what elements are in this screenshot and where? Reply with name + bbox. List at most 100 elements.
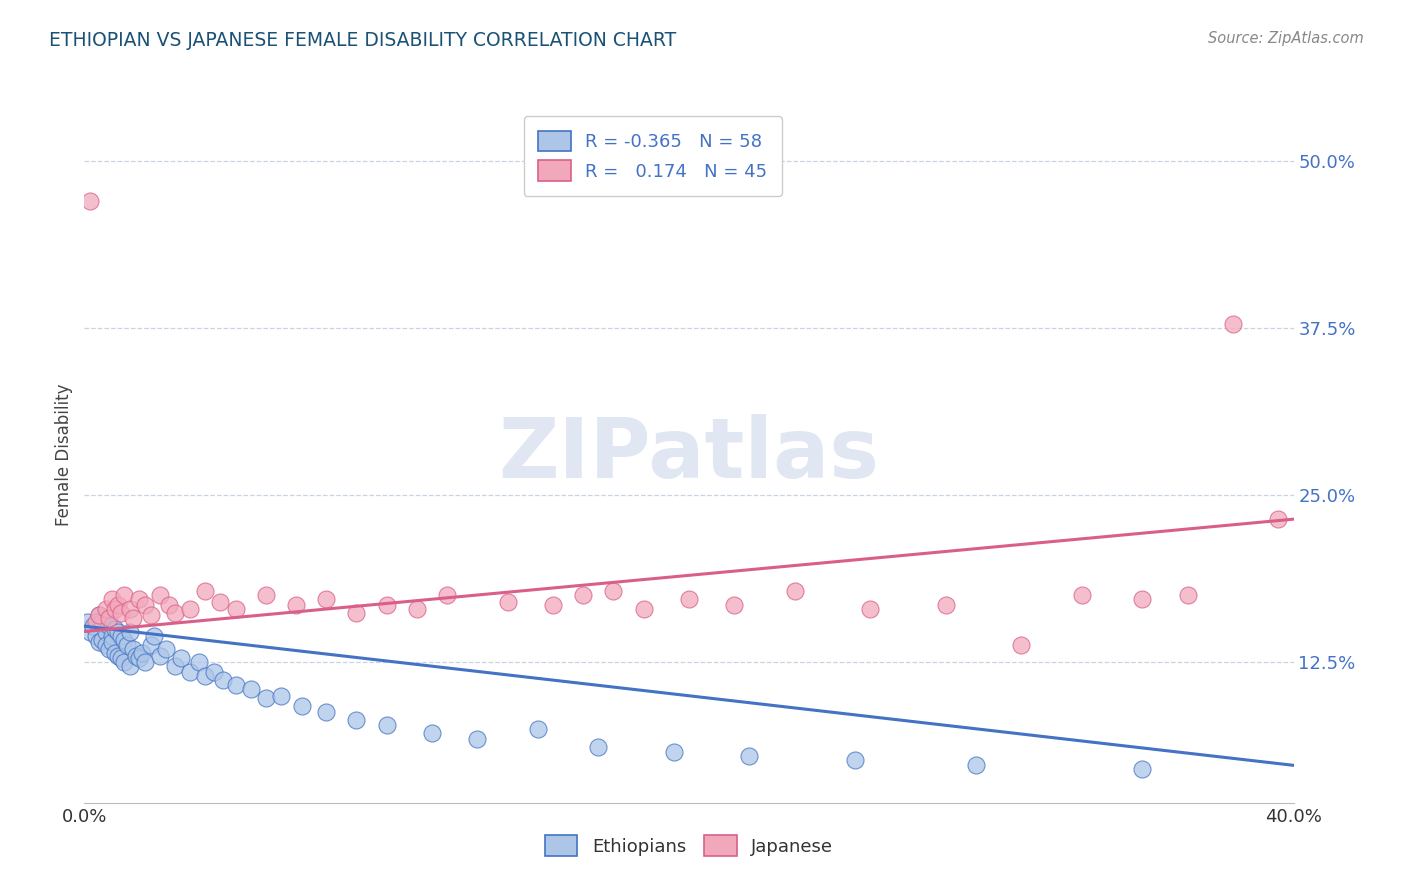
Point [935,598,957,612]
Point [602,584,624,599]
Point [112,655,135,669]
Point [844,753,866,767]
Point [79,624,101,639]
Point [118,602,141,616]
Point [254,589,277,603]
Point [541,598,564,612]
Point [100,629,122,643]
Point [436,589,458,603]
Point [134,598,156,612]
Point [315,592,337,607]
Point [375,598,398,612]
Text: ETHIOPIAN VS JAPANESE FEMALE DISABILITY CORRELATION CHART: ETHIOPIAN VS JAPANESE FEMALE DISABILITY … [49,31,676,50]
Point [128,651,150,665]
Point [254,691,277,706]
Point [179,602,201,616]
Point [291,699,314,714]
Point [125,648,148,663]
Point [110,651,132,665]
Point [118,659,141,673]
Point [588,739,610,754]
Point [406,602,429,616]
Point [86,629,108,643]
Point [285,598,308,612]
Point [118,624,141,639]
Point [170,651,193,665]
Point [346,606,368,620]
Point [270,689,292,703]
Text: ZIPatlas: ZIPatlas [499,415,879,495]
Point [346,713,368,727]
Point [134,655,156,669]
Point [104,602,127,616]
Point [783,584,806,599]
Point [97,611,120,625]
Point [1130,762,1153,776]
Point [165,606,187,620]
Point [375,718,398,732]
Point [97,619,120,633]
Point [149,648,172,663]
Point [107,624,129,639]
Point [527,723,550,737]
Point [225,678,247,692]
Point [239,682,262,697]
Point [131,646,153,660]
Point [110,606,132,620]
Point [107,598,129,612]
Point [89,608,111,623]
Point [82,619,104,633]
Point [121,642,143,657]
Point [496,595,519,609]
Point [89,635,111,649]
Point [76,615,98,630]
Legend: Ethiopians, Japanese: Ethiopians, Japanese [537,828,841,863]
Point [94,638,117,652]
Point [1130,592,1153,607]
Point [225,602,247,616]
Point [157,598,180,612]
Point [633,602,655,616]
Point [723,598,745,612]
Y-axis label: Female Disability: Female Disability [55,384,73,526]
Point [965,758,987,772]
Point [420,726,443,740]
Point [100,635,122,649]
Point [194,584,217,599]
Text: Source: ZipAtlas.com: Source: ZipAtlas.com [1208,31,1364,46]
Point [188,655,211,669]
Point [1011,638,1033,652]
Point [149,589,172,603]
Point [100,592,122,607]
Point [194,669,217,683]
Point [209,595,232,609]
Point [678,592,700,607]
Point [121,611,143,625]
Point [1222,317,1244,331]
Point [179,665,201,679]
Point [79,194,101,208]
Point [315,705,337,719]
Point [1071,589,1094,603]
Point [89,608,111,623]
Point [139,638,162,652]
Point [738,749,761,764]
Point [94,602,117,616]
Point [104,646,127,660]
Point [94,624,117,639]
Point [112,589,135,603]
Point [467,731,489,746]
Point [107,648,129,663]
Point [859,602,882,616]
Point [86,615,108,630]
Point [202,665,225,679]
Point [112,632,135,647]
Point [1177,589,1199,603]
Point [212,673,235,687]
Point [1267,512,1289,526]
Point [110,629,132,643]
Point [91,615,114,630]
Point [97,642,120,657]
Point [104,622,127,636]
Point [155,642,177,657]
